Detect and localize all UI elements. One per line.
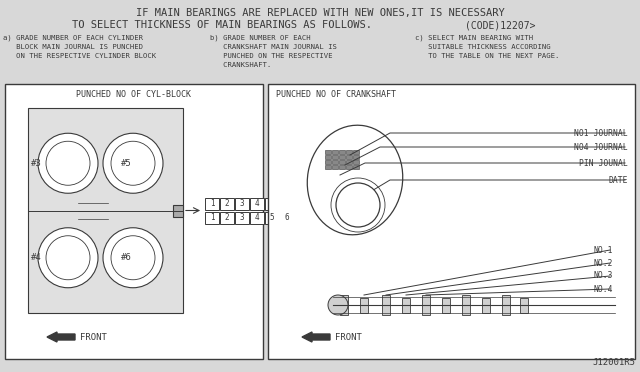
Bar bbox=[325, 155, 331, 159]
Bar bbox=[220, 198, 234, 209]
Bar bbox=[280, 212, 294, 224]
Text: 2: 2 bbox=[225, 199, 229, 208]
Text: NO.2: NO.2 bbox=[593, 259, 613, 267]
Bar bbox=[268, 84, 635, 359]
Text: NO1 JOURNAL: NO1 JOURNAL bbox=[574, 128, 628, 138]
Text: NO.4: NO.4 bbox=[593, 285, 613, 294]
Bar bbox=[265, 212, 279, 224]
Text: 2: 2 bbox=[225, 213, 229, 222]
Text: 3: 3 bbox=[240, 199, 244, 208]
Bar bbox=[520, 298, 528, 313]
Bar bbox=[346, 165, 352, 169]
Bar bbox=[360, 298, 368, 313]
Bar bbox=[353, 160, 359, 164]
Circle shape bbox=[336, 183, 380, 227]
Bar bbox=[339, 165, 345, 169]
Text: #6: #6 bbox=[120, 253, 131, 262]
Text: #5: #5 bbox=[120, 159, 131, 168]
FancyArrow shape bbox=[302, 332, 330, 342]
Bar bbox=[325, 165, 331, 169]
Text: 4: 4 bbox=[255, 199, 259, 208]
Bar bbox=[382, 295, 390, 315]
Bar bbox=[235, 198, 249, 209]
Bar bbox=[280, 198, 294, 209]
Circle shape bbox=[38, 133, 98, 193]
Bar bbox=[442, 298, 450, 313]
Bar bbox=[353, 155, 359, 159]
Text: #4: #4 bbox=[31, 253, 42, 262]
Text: FRONT: FRONT bbox=[80, 333, 107, 341]
Bar bbox=[28, 108, 183, 313]
Circle shape bbox=[103, 133, 163, 193]
Bar bbox=[339, 150, 345, 154]
Bar bbox=[353, 150, 359, 154]
Circle shape bbox=[328, 295, 348, 315]
Bar bbox=[332, 155, 338, 159]
Text: 1: 1 bbox=[210, 213, 214, 222]
Text: PUNCHED NO OF CRANKSHAFT: PUNCHED NO OF CRANKSHAFT bbox=[276, 90, 396, 99]
Bar bbox=[346, 150, 352, 154]
Bar bbox=[402, 298, 410, 313]
Bar bbox=[250, 212, 264, 224]
Bar bbox=[422, 295, 430, 315]
Text: NO.1: NO.1 bbox=[593, 246, 613, 254]
Bar bbox=[250, 198, 264, 209]
Bar bbox=[332, 165, 338, 169]
Bar bbox=[339, 160, 345, 164]
Text: J12001R5: J12001R5 bbox=[592, 358, 635, 367]
Bar bbox=[332, 150, 338, 154]
Text: PIN JOUNAL: PIN JOUNAL bbox=[579, 158, 628, 167]
Bar bbox=[173, 205, 183, 217]
Text: PUNCHED NO OF CYL-BLOCK: PUNCHED NO OF CYL-BLOCK bbox=[77, 90, 191, 99]
Text: 4: 4 bbox=[255, 213, 259, 222]
Text: 3: 3 bbox=[240, 213, 244, 222]
Bar bbox=[325, 150, 331, 154]
Text: a) GRADE NUMBER OF EACH CYLINDER
   BLOCK MAIN JOURNAL IS PUNCHED
   ON THE RESP: a) GRADE NUMBER OF EACH CYLINDER BLOCK M… bbox=[3, 34, 156, 58]
Bar bbox=[340, 295, 348, 315]
Bar bbox=[332, 160, 338, 164]
Circle shape bbox=[38, 228, 98, 288]
Bar bbox=[346, 155, 352, 159]
Text: 6: 6 bbox=[285, 213, 289, 222]
Bar bbox=[462, 295, 470, 315]
Text: #3: #3 bbox=[31, 159, 42, 168]
Bar bbox=[205, 198, 219, 209]
Bar bbox=[502, 295, 510, 315]
Text: b) GRADE NUMBER OF EACH
   CRANKSHAFT MAIN JOURNAL IS
   PUNCHED ON THE RESPECTI: b) GRADE NUMBER OF EACH CRANKSHAFT MAIN … bbox=[210, 34, 337, 67]
Text: FRONT: FRONT bbox=[335, 333, 362, 341]
Text: NO4 JOURNAL: NO4 JOURNAL bbox=[574, 142, 628, 151]
Bar bbox=[235, 212, 249, 224]
Bar bbox=[339, 155, 345, 159]
Text: 5: 5 bbox=[269, 213, 275, 222]
Text: IF MAIN BEARINGS ARE REPLACED WITH NEW ONES,IT IS NECESSARY: IF MAIN BEARINGS ARE REPLACED WITH NEW O… bbox=[136, 8, 504, 18]
FancyArrow shape bbox=[47, 332, 75, 342]
Bar bbox=[482, 298, 490, 313]
Bar bbox=[325, 160, 331, 164]
Text: c) SELECT MAIN BEARING WITH
   SUITABLE THICKNESS ACCORDING
   TO THE TABLE ON T: c) SELECT MAIN BEARING WITH SUITABLE THI… bbox=[415, 34, 559, 58]
Text: TO SELECT THICKNESS OF MAIN BEARINGS AS FOLLOWS.: TO SELECT THICKNESS OF MAIN BEARINGS AS … bbox=[72, 20, 372, 30]
Bar bbox=[353, 165, 359, 169]
Circle shape bbox=[103, 228, 163, 288]
Bar bbox=[5, 84, 263, 359]
Bar bbox=[220, 212, 234, 224]
Bar bbox=[265, 198, 279, 209]
Text: DATE: DATE bbox=[609, 176, 628, 185]
Text: (CODE)12207>: (CODE)12207> bbox=[465, 20, 535, 30]
Text: 1: 1 bbox=[210, 199, 214, 208]
Text: NO.3: NO.3 bbox=[593, 272, 613, 280]
Bar bbox=[205, 212, 219, 224]
Bar bbox=[346, 160, 352, 164]
